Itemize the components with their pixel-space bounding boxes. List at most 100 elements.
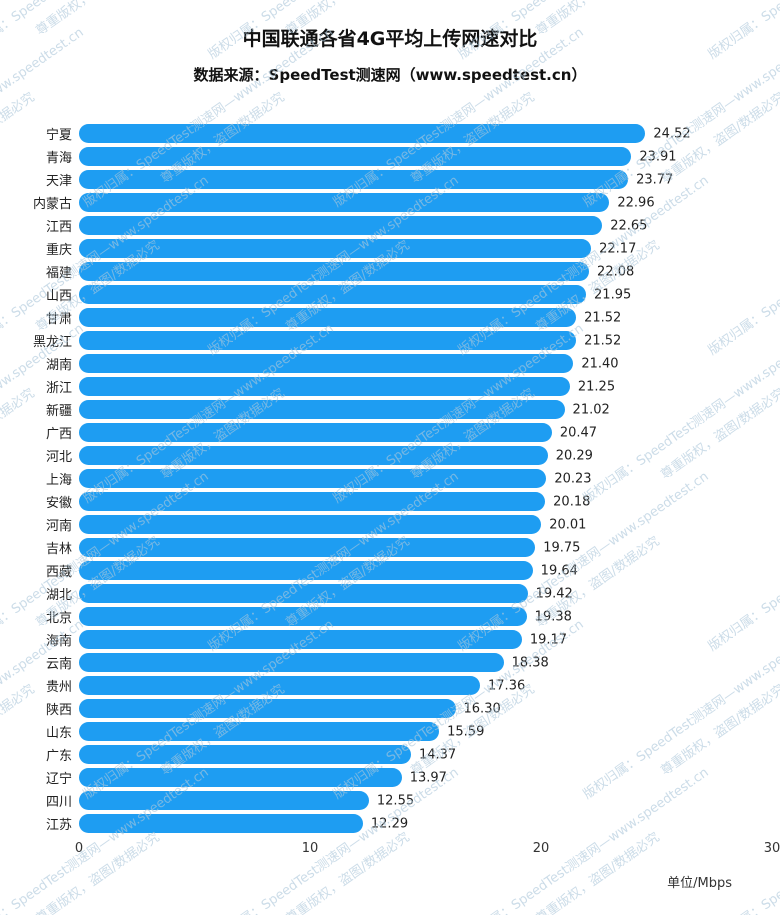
bar (79, 216, 603, 235)
value-label: 19.64 (540, 563, 578, 578)
bar (79, 607, 527, 626)
category-label: 内蒙古 (32, 197, 72, 212)
bar-track: 19.38 (79, 607, 772, 626)
bar-track: 16.30 (79, 699, 772, 718)
category-label: 甘肃 (45, 312, 72, 327)
category-label: 北京 (45, 611, 72, 626)
bar-track: 21.95 (79, 285, 772, 304)
category-label: 河北 (45, 450, 72, 465)
bar-track: 20.47 (79, 423, 772, 442)
category-label: 重庆 (45, 243, 72, 258)
bar-row: 江苏 12.29 (8, 812, 772, 835)
bar (79, 124, 646, 143)
bar-track: 22.17 (79, 239, 772, 258)
value-label: 12.55 (376, 793, 415, 808)
bar (79, 768, 402, 787)
bar-track: 18.38 (79, 653, 772, 672)
value-label: 18.38 (511, 655, 549, 670)
category-label: 山东 (45, 726, 72, 741)
watermark-tile: 版权归属：SpeedTest测速网—www.speedtest.cn尊重版权，盗… (578, 909, 780, 915)
bar (79, 722, 440, 741)
category-label: 安徽 (45, 496, 72, 511)
value-label: 21.25 (577, 379, 616, 394)
bar-track: 12.55 (79, 791, 772, 810)
bar-track: 20.18 (79, 492, 772, 511)
bar (79, 469, 547, 488)
category-label: 广东 (45, 749, 72, 764)
category-label: 陕西 (45, 703, 72, 718)
value-label: 23.91 (639, 149, 677, 164)
category-label: 上海 (45, 473, 72, 488)
bar (79, 653, 504, 672)
chart-title: 中国联通各省4G平均上传网速对比 (242, 28, 538, 50)
bar-row: 广东 14.37 (8, 743, 772, 766)
watermark-tile: 版权归属：SpeedTest测速网—www.speedtest.cn尊重版权，盗… (0, 909, 104, 915)
value-label: 21.52 (584, 333, 622, 348)
bar (79, 515, 542, 534)
bar-row: 吉林 19.75 (8, 536, 772, 559)
bar (79, 699, 456, 718)
bar (79, 561, 533, 580)
x-tick: 30 (763, 841, 780, 856)
value-label: 16.30 (463, 701, 501, 716)
bar-track: 19.42 (79, 584, 772, 603)
bar (79, 262, 590, 281)
bar-track: 13.97 (79, 768, 772, 787)
value-label: 19.42 (535, 586, 573, 601)
bar-track: 20.23 (79, 469, 772, 488)
value-label: 20.47 (559, 425, 598, 440)
category-label: 浙江 (45, 381, 72, 396)
value-label: 22.65 (610, 218, 648, 233)
bar-track: 21.52 (79, 331, 772, 350)
bar-track: 22.08 (79, 262, 772, 281)
bar-row: 河南 20.01 (8, 513, 772, 536)
bar-track: 20.29 (79, 446, 772, 465)
bar-track: 15.59 (79, 722, 772, 741)
bars-container: 宁夏 24.52 青海 23.91 天津 23.77 内蒙古 22.96 江西 22.65 重庆 22… (8, 122, 772, 835)
category-label: 广西 (45, 427, 72, 442)
category-label: 吉林 (45, 542, 72, 557)
bar-track: 19.64 (79, 561, 772, 580)
category-label: 湖南 (45, 358, 72, 373)
bar-row: 西藏 19.64 (8, 559, 772, 582)
bar-track: 14.37 (79, 745, 772, 764)
value-label: 12.29 (370, 816, 409, 831)
category-label: 宁夏 (45, 128, 72, 143)
bar (79, 446, 548, 465)
chart-subtitle: 数据来源：SpeedTest测速网（www.speedtest.cn） (193, 66, 587, 84)
category-label: 四川 (45, 795, 72, 810)
category-label: 辽宁 (45, 772, 72, 787)
bar (79, 308, 577, 327)
category-label: 云南 (45, 657, 72, 672)
bar-row: 内蒙古 22.96 (8, 191, 772, 214)
bar (79, 791, 369, 810)
bar (79, 538, 536, 557)
bar-row: 浙江 21.25 (8, 375, 772, 398)
bar-track: 21.52 (79, 308, 772, 327)
bar-track: 12.29 (79, 814, 772, 833)
bar (79, 584, 528, 603)
value-label: 20.29 (555, 448, 593, 463)
value-label: 22.17 (599, 241, 637, 256)
category-label: 新疆 (45, 404, 72, 419)
category-label: 山西 (45, 289, 72, 304)
bar-row: 山西 21.95 (8, 283, 772, 306)
bar-row: 黑龙江 21.52 (8, 329, 772, 352)
category-label: 贵州 (45, 680, 72, 695)
bar-row: 新疆 21.02 (8, 398, 772, 421)
bar-track: 23.91 (79, 147, 772, 166)
bar (79, 331, 577, 350)
category-label: 河南 (45, 519, 72, 534)
value-label: 19.17 (529, 632, 568, 647)
bar-track: 21.40 (79, 354, 772, 373)
value-label: 23.77 (636, 172, 674, 187)
bar-row: 陕西 16.30 (8, 697, 772, 720)
bar-row: 海南 19.17 (8, 628, 772, 651)
bar-row: 云南 18.38 (8, 651, 772, 674)
bar-row: 天津 23.77 (8, 168, 772, 191)
bar-track: 22.65 (79, 216, 772, 235)
value-label: 22.08 (597, 264, 635, 279)
bar (79, 492, 546, 511)
bar-track: 22.96 (79, 193, 772, 212)
